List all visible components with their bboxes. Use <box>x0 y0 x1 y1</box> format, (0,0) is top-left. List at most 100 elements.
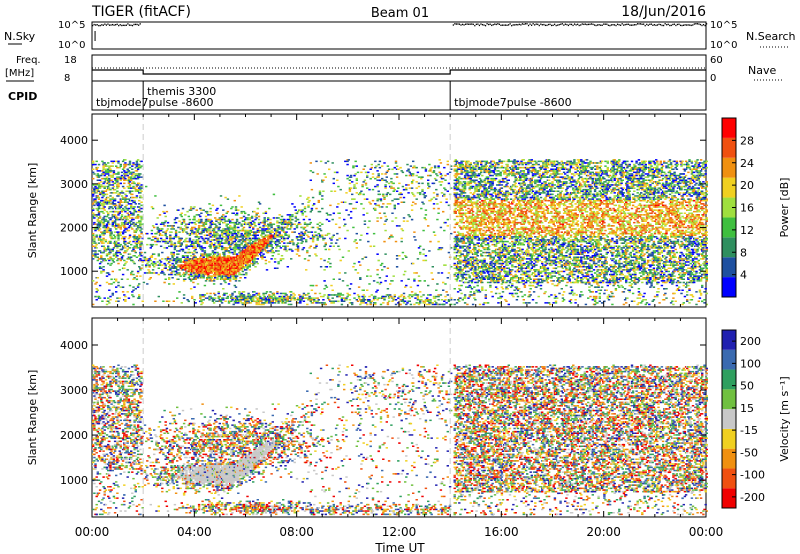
power-data-cell <box>375 291 377 293</box>
power-data-cell <box>241 274 243 276</box>
power-data-cell <box>227 247 229 249</box>
power-data-cell <box>281 297 283 299</box>
power-data-cell <box>110 263 112 265</box>
power-data-cell <box>384 280 386 282</box>
power-data-cell <box>99 225 101 227</box>
power-data-cell <box>132 162 134 164</box>
power-data-cell <box>285 294 287 296</box>
power-data-cell <box>227 220 229 222</box>
power-data-cell <box>456 246 458 248</box>
power-data-cell <box>247 214 249 216</box>
power-data-cell <box>131 194 133 196</box>
power-data-cell <box>235 280 237 282</box>
power-data-cell <box>330 238 332 240</box>
power-data-cell <box>402 172 404 174</box>
power-data-cell <box>205 220 207 222</box>
power-data-cell <box>204 274 206 276</box>
power-data-cell <box>342 257 344 259</box>
power-data-cell <box>405 175 407 177</box>
power-data-cell <box>137 228 139 230</box>
power-data-cell <box>320 230 322 232</box>
power-data-cell <box>344 224 346 226</box>
power-data-cell <box>318 202 320 204</box>
power-data-cell <box>433 197 435 199</box>
power-data-cell <box>127 191 129 193</box>
power-data-cell <box>459 202 461 204</box>
power-data-cell <box>399 304 401 306</box>
power-data-cell <box>213 280 215 282</box>
power-data-cell <box>249 261 251 263</box>
power-data-cell <box>209 246 211 248</box>
power-data-cell <box>274 302 276 304</box>
power-data-cell <box>155 264 157 266</box>
power-data-cell <box>132 290 134 292</box>
power-data-cell <box>173 255 175 257</box>
power-data-cell <box>97 180 99 182</box>
power-data-cell <box>97 224 99 226</box>
power-data-cell <box>365 257 367 259</box>
power-data-cell <box>209 233 211 235</box>
power-data-cell <box>218 297 220 299</box>
power-data-cell <box>352 208 354 210</box>
power-data-cell <box>138 296 140 298</box>
power-data-cell <box>241 211 243 213</box>
power-data-cell <box>116 176 118 178</box>
power-data-cell <box>262 293 264 295</box>
nsky-point <box>137 24 138 25</box>
power-data-cell <box>320 266 322 268</box>
power-data-cell <box>97 189 99 191</box>
power-data-cell <box>359 304 361 306</box>
power-data-cell <box>209 222 211 224</box>
power-data-cell <box>153 272 155 274</box>
power-data-cell <box>213 228 215 230</box>
power-data-cell <box>274 268 276 270</box>
power-data-cell <box>290 299 292 301</box>
power-data-cell <box>429 170 431 172</box>
power-data-cell <box>92 208 94 210</box>
nsky-point <box>559 24 560 25</box>
power-data-cell <box>165 268 167 270</box>
power-data-cell <box>120 253 122 255</box>
power-data-cell <box>221 246 223 248</box>
power-data-cell <box>106 211 108 213</box>
power-data-cell <box>374 161 376 163</box>
power-data-cell <box>273 252 275 254</box>
power-data-cell <box>160 238 162 240</box>
power-data-cell <box>230 301 232 303</box>
power-data-cell <box>135 203 137 205</box>
power-data-cell <box>192 208 194 210</box>
power-data-cell <box>319 228 321 230</box>
power-data-cell <box>389 283 391 285</box>
power-data-cell <box>123 187 125 189</box>
power-data-cell <box>222 297 224 299</box>
power-data-cell <box>123 260 125 262</box>
power-data-cell <box>243 274 245 276</box>
power-data-cell <box>376 253 378 255</box>
power-data-cell <box>236 244 238 246</box>
nsky-point <box>480 23 481 24</box>
power-data-cell <box>411 187 413 189</box>
power-data-cell <box>247 242 249 244</box>
nsky-point <box>508 24 509 25</box>
nsearch-tick-bottom: 10^0 <box>710 40 737 51</box>
power-data-cell <box>204 252 206 254</box>
power-data-cell <box>384 184 386 186</box>
power-data-cell <box>116 246 118 248</box>
power-data-cell <box>454 252 456 254</box>
power-data-cell <box>394 173 396 175</box>
power-data-cell <box>294 206 296 208</box>
power-data-cell <box>190 244 192 246</box>
power-data-cell <box>323 302 325 304</box>
power-data-cell <box>460 260 462 262</box>
power-data-cell <box>119 208 121 210</box>
power-data-cell <box>374 208 376 210</box>
power-data-cell <box>140 244 142 246</box>
power-data-cell <box>138 187 140 189</box>
power-data-cell <box>167 241 169 243</box>
power-data-cell <box>270 239 272 241</box>
power-data-cell <box>277 301 279 303</box>
power-data-cell <box>140 176 142 178</box>
power-data-cell <box>440 227 442 229</box>
power-data-cell <box>127 246 129 248</box>
power-data-cell <box>333 279 335 281</box>
